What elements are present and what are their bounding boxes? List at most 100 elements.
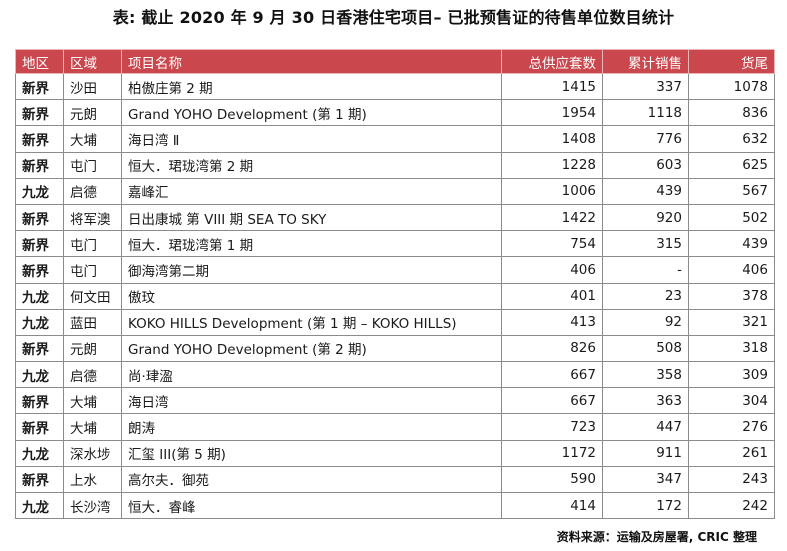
header-region: 地区 <box>15 49 64 74</box>
cell-remaining: 502 <box>688 203 775 232</box>
cell-total-supply: 401 <box>501 282 603 310</box>
table-row: 新界 屯门 御海湾第二期 406-406 <box>15 256 775 284</box>
table-row: 新界 元朗 Grand YOHO Development (第 1 期) 1954 11… <box>15 99 775 127</box>
cell-district: 蓝田 <box>63 308 122 336</box>
cell-project-name: Grand YOHO Development (第 1 期) <box>121 99 502 127</box>
cell-total-supply: 1408 <box>501 125 603 153</box>
cell-region: 九龙 <box>15 177 64 205</box>
cell-district: 屯门 <box>63 151 122 179</box>
cell-project-name: 日出康城 第 VIII 期 SEA TO SKY <box>121 203 502 232</box>
table-row: 九龙 启德 嘉峰汇 1006 439 567 <box>15 177 775 205</box>
cell-remaining: 567 <box>688 177 775 205</box>
cell-cumulative-sales: 911 <box>602 439 689 467</box>
cell-region: 新界 <box>15 125 64 153</box>
cell-remaining: 304 <box>688 387 775 415</box>
cell-remaining: 321 <box>688 308 775 336</box>
cell-project-name: 朗涛 <box>121 413 502 441</box>
cell-region: 九龙 <box>15 491 64 520</box>
header-total-supply: 总供应套数 <box>501 49 603 74</box>
cell-cumulative-sales: 92 <box>602 308 689 336</box>
cell-remaining: 242 <box>688 491 775 520</box>
cell-cumulative-sales: 508 <box>602 334 689 363</box>
cell-project-name: 高尔夫．御苑 <box>121 465 502 494</box>
cell-total-supply: 723 <box>501 413 603 441</box>
cell-region: 新界 <box>15 151 64 179</box>
table-row: 新界 大埔 朗涛 723 447 276 <box>15 413 775 441</box>
cell-project-name: Grand YOHO Development (第 2 期) <box>121 334 502 363</box>
table-row: 九龙 蓝田 KOKO HILLS Development (第 1 期 – KOKO… <box>15 308 775 336</box>
table-row: 新界 大埔 海日湾 Ⅱ 1408 776 632 <box>15 125 775 153</box>
cell-cumulative-sales: - <box>602 256 689 284</box>
cell-region: 新界 <box>15 465 64 494</box>
cell-total-supply: 414 <box>501 491 603 520</box>
cell-district: 将军澳 <box>63 203 122 232</box>
cell-project-name: 柏傲庄第 2 期 <box>121 72 502 101</box>
cell-remaining: 1078 <box>688 72 775 101</box>
cell-region: 九龙 <box>15 361 64 389</box>
cell-region: 九龙 <box>15 308 64 336</box>
cell-district: 大埔 <box>63 387 122 415</box>
cell-remaining: 378 <box>688 282 775 310</box>
cell-remaining: 406 <box>688 256 775 284</box>
cell-total-supply: 667 <box>501 387 603 415</box>
cell-cumulative-sales: 23 <box>602 282 689 310</box>
table-header-row: 地区 区域 项目名称 总供应套数 累计销售 货尾 <box>15 49 775 74</box>
cell-total-supply: 1415 <box>501 72 603 101</box>
cell-remaining: 243 <box>688 465 775 494</box>
cell-project-name: 御海湾第二期 <box>121 256 502 284</box>
cell-region: 新界 <box>15 387 64 415</box>
cell-region: 新界 <box>15 203 64 232</box>
table-row: 新界 将军澳 日出康城 第 VIII 期 SEA TO SKY 1422 920 502 <box>15 203 775 232</box>
table-row: 九龙 深水埗 汇玺 III(第 5 期) 1172 911 261 <box>15 439 775 467</box>
cell-cumulative-sales: 1118 <box>602 99 689 127</box>
cell-total-supply: 1172 <box>501 439 603 467</box>
cell-total-supply: 413 <box>501 308 603 336</box>
cell-total-supply: 1006 <box>501 177 603 205</box>
cell-region: 新界 <box>15 230 64 258</box>
cell-district: 大埔 <box>63 125 122 153</box>
document-title: 表: 截止 2020 年 9 月 30 日香港住宅项目– 已批预售证的待售单位数… <box>112 8 675 27</box>
cell-region: 新界 <box>15 99 64 127</box>
cell-remaining: 318 <box>688 334 775 363</box>
cell-cumulative-sales: 920 <box>602 203 689 232</box>
cell-cumulative-sales: 603 <box>602 151 689 179</box>
cell-remaining: 261 <box>688 439 775 467</box>
cell-district: 长沙湾 <box>63 491 122 520</box>
cell-region: 新界 <box>15 334 64 363</box>
cell-cumulative-sales: 315 <box>602 230 689 258</box>
cell-project-name: 嘉峰汇 <box>121 177 502 205</box>
unsold-units-table: 地区 区域 项目名称 总供应套数 累计销售 货尾 新界 沙田 柏傲庄第 2 期 141… <box>15 49 775 520</box>
cell-region: 新界 <box>15 413 64 441</box>
cell-region: 新界 <box>15 72 64 101</box>
cell-cumulative-sales: 439 <box>602 177 689 205</box>
cell-total-supply: 1228 <box>501 151 603 179</box>
cell-project-name: 汇玺 III(第 5 期) <box>121 439 502 467</box>
cell-project-name: 恒大．珺珑湾第 1 期 <box>121 230 502 258</box>
cell-total-supply: 1954 <box>501 99 603 127</box>
cell-remaining: 439 <box>688 230 775 258</box>
table-row: 新界 屯门 恒大．珺珑湾第 2 期 1228 603 625 <box>15 151 775 179</box>
header-remaining: 货尾 <box>688 49 775 74</box>
cell-cumulative-sales: 172 <box>602 491 689 520</box>
source-note: 资料来源：运输及房屋署, CRIC 整理 <box>556 530 757 544</box>
cell-district: 大埔 <box>63 413 122 441</box>
cell-cumulative-sales: 363 <box>602 387 689 415</box>
header-project-name: 项目名称 <box>121 49 502 74</box>
table-row: 新界 上水 高尔夫．御苑 590 347 243 <box>15 465 775 494</box>
cell-remaining: 632 <box>688 125 775 153</box>
cell-project-name: 恒大．珺珑湾第 2 期 <box>121 151 502 179</box>
cell-total-supply: 590 <box>501 465 603 494</box>
cell-district: 何文田 <box>63 282 122 310</box>
cell-total-supply: 667 <box>501 361 603 389</box>
cell-remaining: 836 <box>688 99 775 127</box>
table-row: 新界 大埔 海日湾 667 363 304 <box>15 387 775 415</box>
header-cumulative-sales: 累计销售 <box>602 49 689 74</box>
cell-project-name: 海日湾 <box>121 387 502 415</box>
cell-project-name: 尚·珒溋 <box>121 361 502 389</box>
cell-region: 新界 <box>15 256 64 284</box>
cell-region: 九龙 <box>15 439 64 467</box>
table-row: 新界 屯门 恒大．珺珑湾第 1 期 754 315 439 <box>15 230 775 258</box>
cell-district: 启德 <box>63 361 122 389</box>
cell-cumulative-sales: 337 <box>602 72 689 101</box>
table-body: 新界 沙田 柏傲庄第 2 期 1415 337 1078 新界 元朗 Grand YOHO De… <box>15 72 775 520</box>
